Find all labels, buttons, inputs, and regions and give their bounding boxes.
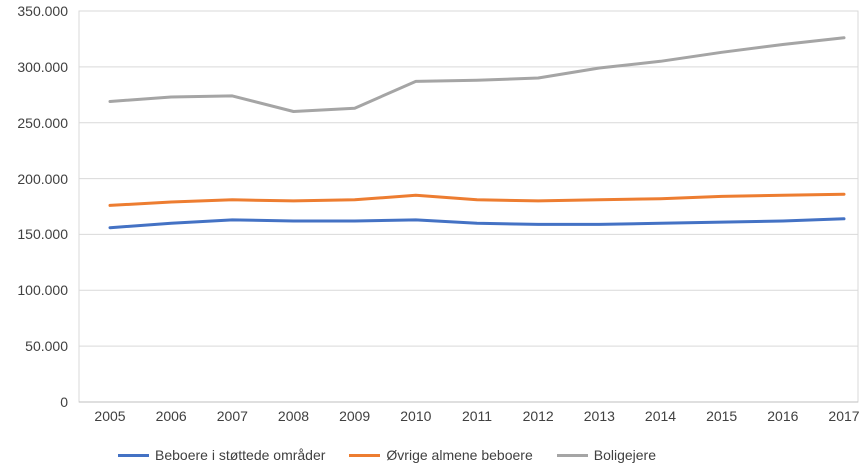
x-axis-tick-label: 2011: [461, 408, 493, 424]
x-axis-tick-label: 2013: [583, 408, 615, 424]
legend-label: Beboere i støttede områder: [155, 447, 326, 463]
x-axis-tick-label: 2009: [339, 408, 371, 424]
series-line-2: [108, 36, 846, 113]
x-axis-tick-label: 2010: [400, 408, 432, 424]
legend-label: Boligejere: [593, 447, 656, 463]
y-axis-tick-label: 200.000: [17, 170, 68, 187]
x-axis-tick-label: 2015: [706, 408, 738, 424]
legend-item-2: Boligejere: [556, 447, 656, 463]
x-axis-tick-label: 2012: [522, 408, 554, 424]
x-axis-tick-label: 2008: [277, 408, 310, 424]
plot-border: [78, 10, 859, 403]
x-axis-tick-label: 2016: [767, 408, 799, 424]
x-axis-tick-label: 2005: [94, 408, 126, 424]
y-axis-tick-label: 300.000: [17, 58, 68, 75]
y-axis-tick-label: 350.000: [17, 3, 68, 19]
legend-item-1: Øvrige almene beboere: [349, 447, 533, 463]
legend: Beboere i støttede områder Øvrige almene …: [0, 447, 864, 463]
legend-line-swatch: [349, 453, 381, 457]
x-axis-tick-label: 2006: [155, 408, 187, 424]
legend-label: Øvrige almene beboere: [386, 447, 533, 463]
y-axis-tick-label: 50.000: [25, 338, 68, 355]
legend-line-swatch: [556, 453, 588, 457]
y-axis-tick-label: 150.000: [17, 226, 68, 243]
legend-line-swatch: [118, 453, 149, 457]
x-axis-tick-label: 2007: [216, 408, 248, 424]
legend-item-0: Beboere i støttede områder: [118, 447, 325, 463]
series-line-1: [108, 192, 846, 207]
series-line-0: [108, 217, 846, 230]
y-axis-tick-label: 250.000: [17, 114, 68, 131]
x-axis-tick-label: 2014: [644, 408, 677, 424]
y-axis-tick-label: 100.000: [17, 282, 68, 299]
y-axis-tick-label: 0: [60, 394, 68, 410]
x-axis-tick-label: 2017: [828, 408, 860, 424]
